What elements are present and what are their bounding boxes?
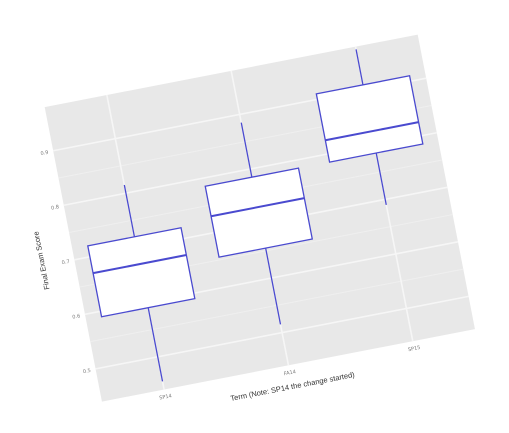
lower-whisker bbox=[375, 152, 387, 205]
upper-whisker bbox=[355, 49, 364, 85]
y-axis-title: Final Exam Score bbox=[31, 231, 51, 291]
x-tick-label: SP14 bbox=[159, 393, 172, 401]
y-tick-label: 0.5 bbox=[82, 368, 91, 375]
y-tick-label: 0.6 bbox=[72, 313, 81, 320]
median-line bbox=[92, 254, 187, 275]
x-tick-label: SP15 bbox=[408, 345, 421, 353]
y-tick-label: 0.8 bbox=[51, 204, 60, 211]
boxes bbox=[87, 49, 424, 382]
iqr-box bbox=[87, 226, 196, 318]
y-tick-label: 0.9 bbox=[40, 150, 49, 157]
x-tick-labels: SP14 FA14 SP15 bbox=[159, 345, 421, 402]
iqr-box bbox=[315, 75, 424, 163]
x-tick-label: FA14 bbox=[283, 369, 296, 377]
upper-whisker bbox=[123, 184, 136, 237]
iqr-box bbox=[204, 167, 314, 258]
box-FA14 bbox=[204, 122, 314, 325]
lower-whisker bbox=[147, 307, 164, 382]
y-tick-labels: 0.5 0.6 0.7 0.8 0.9 bbox=[40, 150, 91, 376]
y-tick-label: 0.7 bbox=[61, 259, 70, 266]
median-line bbox=[325, 121, 419, 142]
lower-whisker bbox=[265, 247, 282, 325]
upper-whisker bbox=[240, 122, 253, 178]
box-SP15 bbox=[315, 49, 424, 205]
median-line bbox=[210, 197, 305, 218]
box-SP14 bbox=[87, 184, 196, 382]
